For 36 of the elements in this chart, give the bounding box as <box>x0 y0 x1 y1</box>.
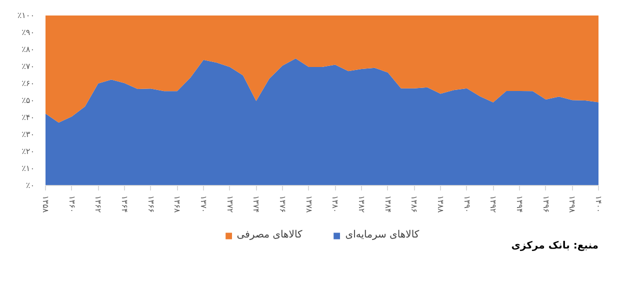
x-tick-label: ۱۴۰۰ <box>594 196 603 213</box>
y-tick-label: ٪۹۰ <box>22 28 34 37</box>
x-tick-label: ۱۳۷۸ <box>304 196 314 214</box>
x-tick-label: ۱۳۷۴ <box>252 196 261 213</box>
y-tick-label: ٪۱۰۰ <box>17 11 34 20</box>
legend-label: کالاهای سرمایه‌ای <box>345 230 420 240</box>
x-tick-label: ۱۳۷۶ <box>278 196 287 213</box>
y-tick-label: ٪۰ <box>26 181 34 190</box>
x-tick-label: ۱۳۶۶ <box>146 196 156 213</box>
y-tick-label: ٪۷۰ <box>22 62 34 71</box>
x-tick-label: ۱۳۶۸ <box>172 196 182 214</box>
x-tick-label: ۱۳۹۰ <box>462 196 472 213</box>
x-tick-label: ۱۳۹۶ <box>541 196 550 213</box>
x-tick-label: ۱۳۸۴ <box>383 196 392 213</box>
y-tick-label: ٪۱۰ <box>22 164 34 173</box>
x-tick-label: ۱۳۸۸ <box>436 196 445 214</box>
x-tick-label: ۱۳۸۰ <box>330 196 340 213</box>
x-tick-label: ۱۳۶۲ <box>94 196 103 213</box>
x-tick-label: ۱۳۷۲ <box>225 196 234 213</box>
x-tick-label: ۱۳۹۸ <box>568 196 577 214</box>
y-tick-label: ٪۲۰ <box>22 147 34 156</box>
y-tick-label: ٪۸۰ <box>22 45 34 54</box>
y-tick-label: ٪۶۰ <box>22 79 34 88</box>
text: منبع: بانک مرکزی <box>511 240 598 252</box>
x-tick-label: ۱۳۹۲ <box>488 196 498 213</box>
x-tick-label: ۱۳۹۴ <box>515 196 524 213</box>
x-tick-label: ۱۳۵۸ <box>41 196 50 214</box>
y-tick-label: ٪۳۰ <box>22 130 34 139</box>
y-tick-label: ٪۴۰ <box>22 113 34 122</box>
legend-label: کالاهای مصرفی <box>236 230 302 240</box>
y-tick-label: ٪۵۰ <box>22 96 34 105</box>
x-tick-label: ۱۳۷۰ <box>199 196 208 213</box>
x-tick-label: ۱۳۶۰ <box>67 196 76 213</box>
x-tick-label: ۱۳۸۲ <box>357 196 366 213</box>
x-tick-label: ۱۳۸۶ <box>410 196 419 213</box>
x-tick-label: ۱۳۶۴ <box>120 196 129 213</box>
